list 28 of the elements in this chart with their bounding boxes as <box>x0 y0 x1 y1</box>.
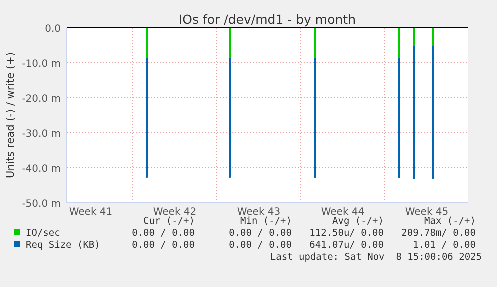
y-tick-label: 0.0 <box>45 24 61 35</box>
text: 0.00 / 0.00 <box>132 240 196 251</box>
text: 0.00 / 0.00 <box>229 228 292 239</box>
y-tick-label: -40.0 m <box>22 164 61 175</box>
text: Max (-/+) <box>424 216 476 227</box>
y-tick-label: -50.0 m <box>22 199 61 210</box>
text: 641.07u/ 0.00 <box>310 240 384 251</box>
x-tick-label: Week 45 <box>405 207 449 218</box>
text: 112.50u/ 0.00 <box>310 228 384 239</box>
x-tick-label: Week 43 <box>237 207 281 218</box>
y-tick-label: -10.0 m <box>22 59 61 70</box>
legend-label: IO/sec <box>26 228 60 239</box>
text: Last update: Sat Nov 8 15:00:06 2025 <box>270 252 482 263</box>
text: 1.01 / 0.00 <box>413 240 476 251</box>
text: Avg (-/+) <box>332 216 384 227</box>
text: 0.00 / 0.00 <box>132 228 196 239</box>
x-tick-label: Week 44 <box>321 207 365 218</box>
y-tick-label: -30.0 m <box>22 129 61 140</box>
text: 209.78m/ 0.00 <box>402 228 476 239</box>
x-tick-label: Week 42 <box>153 207 197 218</box>
text: Cur (-/+) <box>144 216 195 227</box>
y-tick-label: -20.0 m <box>22 94 61 105</box>
y-axis-title: Units read (-) / write (+) <box>5 52 17 179</box>
chart-title: IOs for /dev/md1 - by month <box>178 12 356 27</box>
x-tick-label: Week 41 <box>69 207 113 218</box>
legend-label: Req Size (KB) <box>26 240 100 251</box>
text: Min (-/+) <box>240 216 292 227</box>
text: 0.00 / 0.00 <box>229 240 292 251</box>
